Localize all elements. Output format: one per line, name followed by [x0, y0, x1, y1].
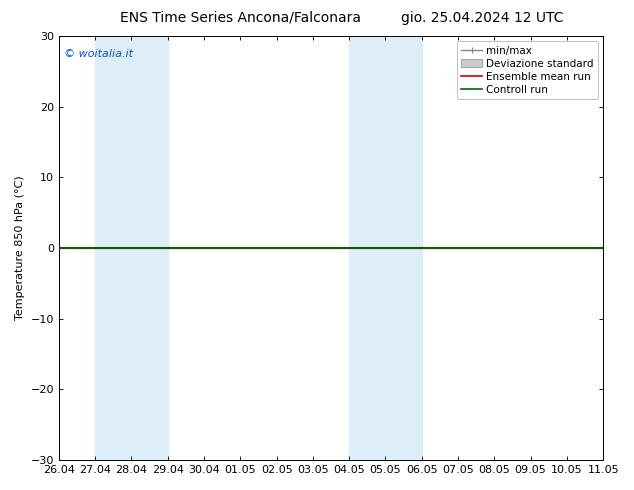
Bar — [95, 36, 168, 460]
Bar — [349, 36, 422, 460]
Text: ENS Time Series Ancona/Falconara: ENS Time Series Ancona/Falconara — [120, 11, 361, 25]
Text: © woitalia.it: © woitalia.it — [65, 49, 133, 59]
Legend: min/max, Deviazione standard, Ensemble mean run, Controll run: min/max, Deviazione standard, Ensemble m… — [457, 41, 598, 99]
Text: gio. 25.04.2024 12 UTC: gio. 25.04.2024 12 UTC — [401, 11, 563, 25]
Y-axis label: Temperature 850 hPa (°C): Temperature 850 hPa (°C) — [15, 176, 25, 320]
Bar — [603, 36, 634, 460]
